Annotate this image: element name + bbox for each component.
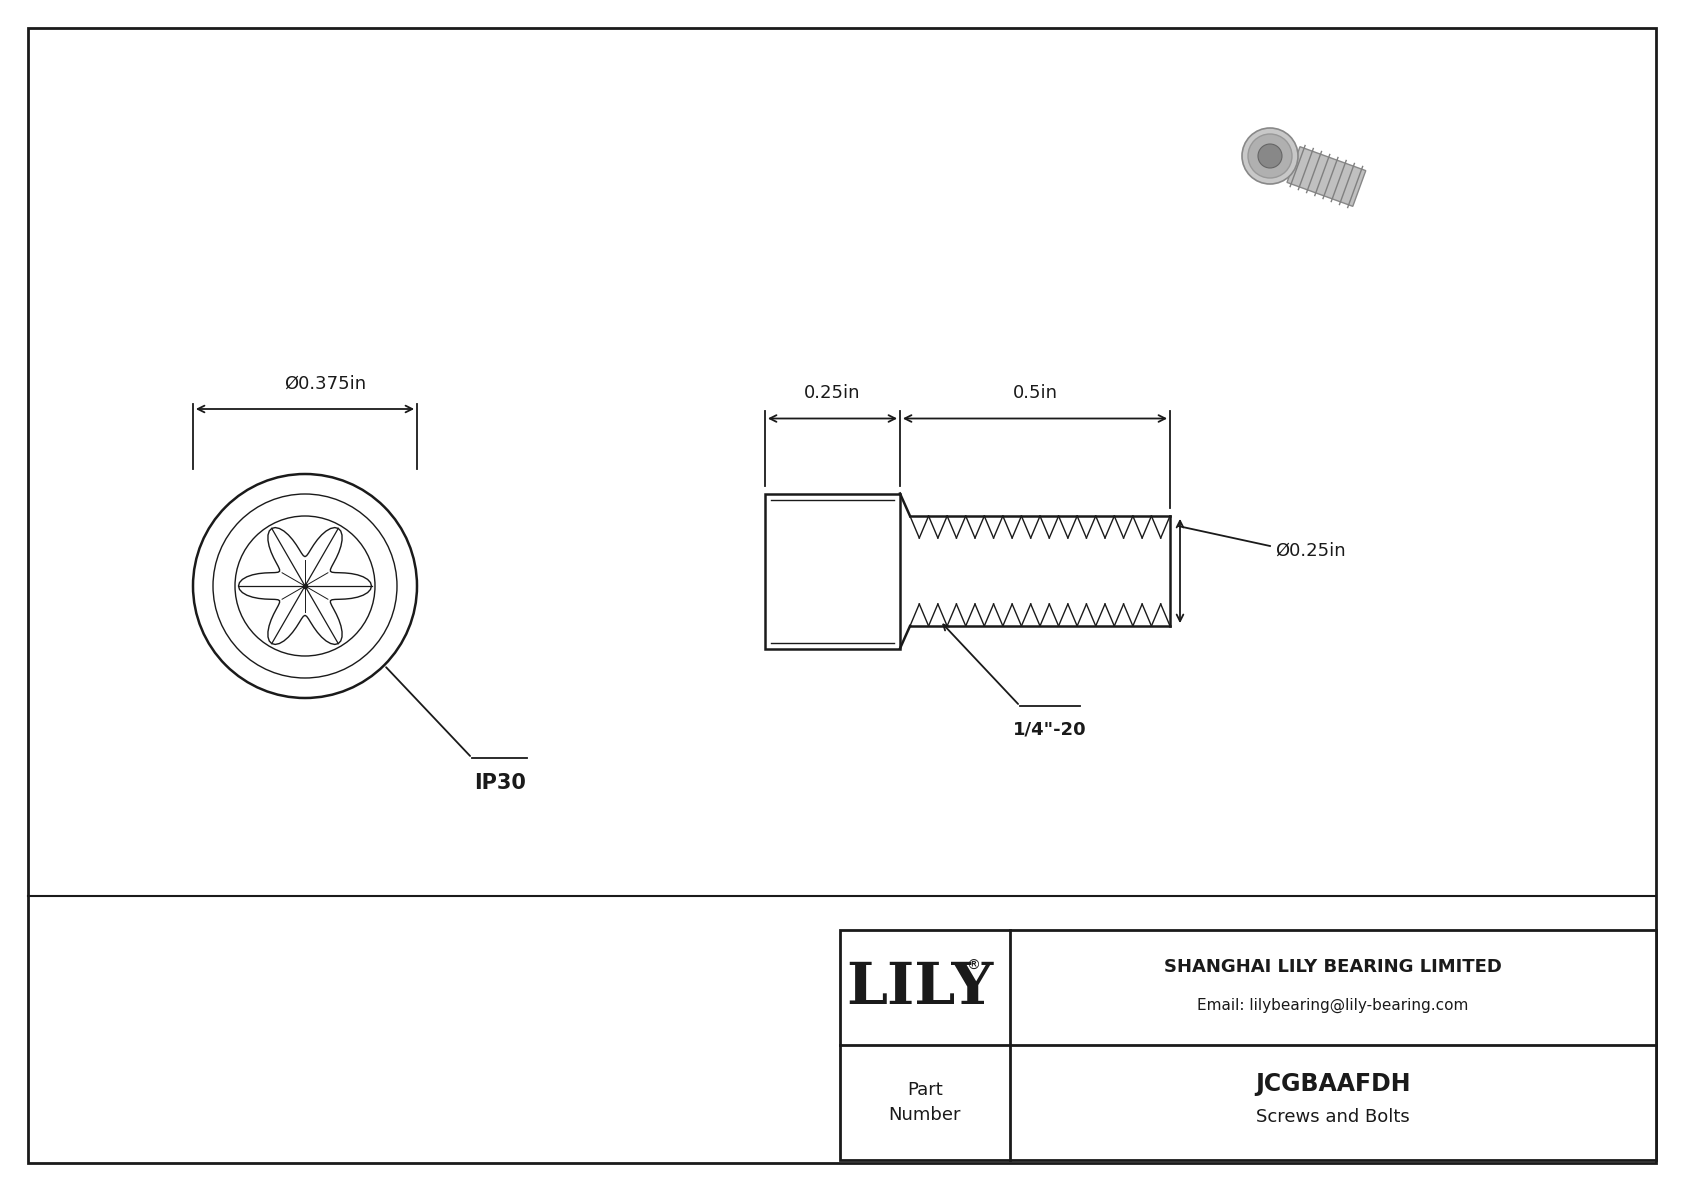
Polygon shape	[1287, 146, 1366, 206]
Text: LILY: LILY	[847, 960, 994, 1016]
Text: Email: lilybearing@lily-bearing.com: Email: lilybearing@lily-bearing.com	[1197, 998, 1468, 1014]
Circle shape	[212, 494, 397, 678]
Circle shape	[236, 516, 376, 656]
Text: 1/4"-20: 1/4"-20	[1014, 721, 1086, 738]
Text: Screws and Bolts: Screws and Bolts	[1256, 1109, 1410, 1127]
Text: Ø0.375in: Ø0.375in	[285, 375, 365, 393]
Circle shape	[1248, 135, 1292, 177]
Polygon shape	[239, 528, 372, 644]
Bar	[765, 493, 899, 649]
Text: IP30: IP30	[475, 773, 525, 793]
Circle shape	[194, 474, 418, 698]
Bar	[840, 930, 1655, 1160]
Text: Ø0.25in: Ø0.25in	[1275, 542, 1346, 560]
Circle shape	[1258, 144, 1282, 168]
Text: Part
Number: Part Number	[889, 1081, 962, 1124]
Text: JCGBAAFDH: JCGBAAFDH	[1255, 1073, 1411, 1097]
Text: 0.25in: 0.25in	[805, 385, 861, 403]
Text: ®: ®	[967, 959, 980, 973]
Circle shape	[1243, 127, 1298, 183]
Text: 0.5in: 0.5in	[1012, 385, 1058, 403]
Text: SHANGHAI LILY BEARING LIMITED: SHANGHAI LILY BEARING LIMITED	[1164, 959, 1502, 977]
